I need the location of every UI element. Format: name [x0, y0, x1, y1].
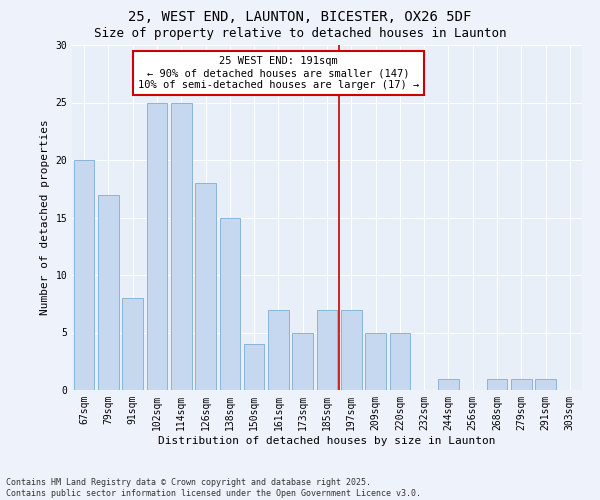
Bar — [317, 310, 337, 390]
Bar — [220, 218, 240, 390]
Bar — [389, 332, 410, 390]
Text: 25, WEST END, LAUNTON, BICESTER, OX26 5DF: 25, WEST END, LAUNTON, BICESTER, OX26 5D… — [128, 10, 472, 24]
Bar — [535, 378, 556, 390]
Bar — [511, 378, 532, 390]
Bar — [244, 344, 265, 390]
Bar — [341, 310, 362, 390]
Bar — [122, 298, 143, 390]
Bar — [268, 310, 289, 390]
Bar — [292, 332, 313, 390]
Bar — [146, 102, 167, 390]
Bar — [98, 194, 119, 390]
Text: 25 WEST END: 191sqm
← 90% of detached houses are smaller (147)
10% of semi-detac: 25 WEST END: 191sqm ← 90% of detached ho… — [138, 56, 419, 90]
Bar — [74, 160, 94, 390]
Text: Size of property relative to detached houses in Launton: Size of property relative to detached ho… — [94, 28, 506, 40]
Bar — [365, 332, 386, 390]
Y-axis label: Number of detached properties: Number of detached properties — [40, 120, 50, 316]
Bar — [171, 102, 191, 390]
Bar — [487, 378, 508, 390]
Bar — [438, 378, 459, 390]
X-axis label: Distribution of detached houses by size in Launton: Distribution of detached houses by size … — [158, 436, 496, 446]
Text: Contains HM Land Registry data © Crown copyright and database right 2025.
Contai: Contains HM Land Registry data © Crown c… — [6, 478, 421, 498]
Bar — [195, 183, 216, 390]
